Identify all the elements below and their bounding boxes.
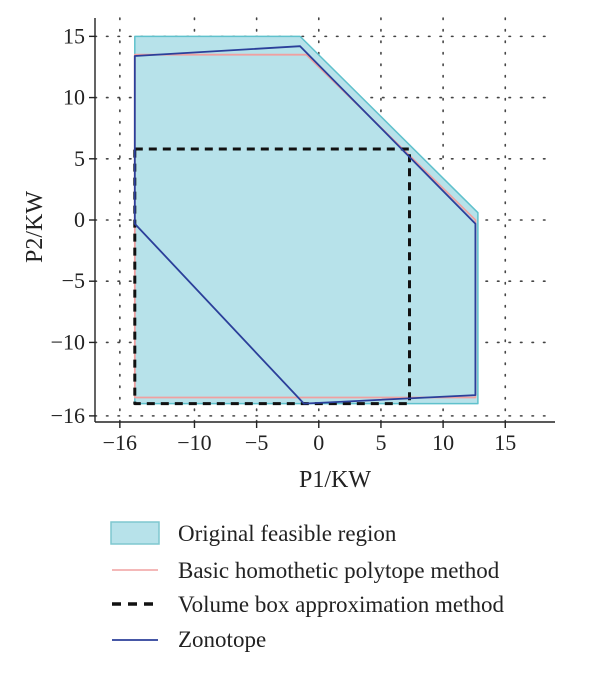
original-region-polygon — [134, 35, 479, 405]
y-tick-label-6: 15 — [63, 23, 85, 48]
plot-series — [133, 35, 479, 406]
y-axis-label: P2/KW — [22, 191, 48, 263]
x-tick-label-3: 0 — [313, 430, 324, 455]
x-tick-label-5: 10 — [432, 430, 454, 455]
x-axis-label: P1/KW — [299, 467, 371, 493]
y-tick-label-3: 0 — [74, 207, 85, 232]
legend: Original feasible region Basic homotheti… — [110, 521, 505, 652]
legend-label-volume-box: Volume box approximation method — [178, 592, 505, 617]
axes — [89, 18, 555, 428]
y-tick-label-1: −10 — [51, 329, 85, 354]
zonotope-polygon — [133, 45, 477, 405]
y-tick-label-0: −16 — [51, 403, 85, 428]
x-tick-label-6: 15 — [494, 430, 516, 455]
legend-label-zonotope: Zonotope — [178, 627, 266, 652]
x-tick-label-2: −5 — [245, 430, 268, 455]
x-tick-label-4: 5 — [375, 430, 386, 455]
x-tick-label-1: −10 — [177, 430, 211, 455]
volume-box-polygon — [133, 147, 411, 406]
x-tick-label-0: −16 — [103, 430, 137, 455]
legend-label-homothetic: Basic homothetic polytope method — [178, 558, 500, 583]
legend-label-original-region: Original feasible region — [178, 521, 397, 546]
y-tick-label-4: 5 — [74, 146, 85, 171]
y-tick-label-2: −5 — [62, 268, 85, 293]
legend-swatch-original-region — [110, 521, 160, 545]
tick-labels: −16 −10 −5 0 5 10 15 −16 −10 −5 0 5 10 15 — [51, 23, 517, 455]
y-tick-label-5: 10 — [63, 85, 85, 110]
